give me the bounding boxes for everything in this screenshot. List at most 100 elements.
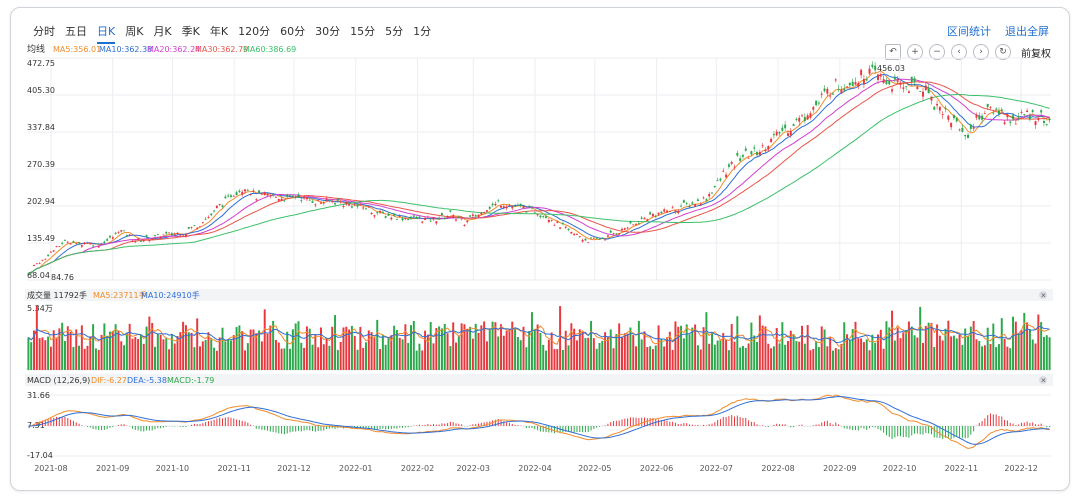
candle-body — [649, 212, 652, 215]
tab-five-day[interactable]: 五日 — [65, 25, 87, 38]
volume-bar — [671, 349, 674, 370]
volume-bar — [784, 344, 787, 370]
kline-chart[interactable]: 均线 MA5:356.01 MA10:362.38 MA20:362.24 MA… — [11, 8, 1069, 490]
tab-60min[interactable]: 60分 — [280, 25, 306, 38]
volume-bar — [159, 334, 162, 370]
candle-body — [592, 237, 595, 239]
tab-quarterly-k[interactable]: 季K — [181, 25, 200, 38]
volume-bar — [291, 329, 294, 370]
candle-body — [69, 243, 72, 245]
close-volume-icon[interactable] — [1039, 291, 1047, 299]
volume-bar — [575, 340, 578, 370]
candle-body — [952, 115, 955, 119]
tab-30min[interactable]: 30分 — [315, 25, 341, 38]
candle-body — [1009, 121, 1012, 123]
candle-body — [581, 239, 584, 242]
reset-icon[interactable]: ↻ — [995, 44, 1011, 60]
volume-bar — [626, 333, 629, 370]
x-tick-label: 2022-11 — [945, 464, 978, 473]
volume-bar — [919, 306, 922, 370]
volume-bar — [559, 306, 562, 370]
volume-bar — [227, 339, 230, 370]
undo-icon[interactable]: ↶ — [885, 44, 901, 60]
candle-body — [933, 106, 936, 110]
candle-body — [609, 230, 612, 233]
candle-body — [801, 115, 804, 117]
candle-body — [328, 199, 331, 201]
candle-body — [249, 194, 252, 196]
volume-bar — [52, 330, 55, 370]
tab-15min[interactable]: 15分 — [350, 25, 376, 38]
candle-body — [314, 204, 317, 206]
volume-bar — [508, 329, 511, 370]
volume-bar — [336, 350, 339, 370]
range-stats-button[interactable]: 区间统计 — [947, 25, 991, 38]
x-tick-label: 2022-03 — [457, 464, 490, 473]
volume-bar — [229, 340, 232, 370]
candle-body — [218, 204, 221, 205]
candle-body — [812, 107, 815, 110]
volume-bar — [387, 338, 390, 370]
volume-bar — [871, 334, 874, 370]
low-price-label: 84.76 — [51, 273, 74, 282]
zoom-out-icon[interactable]: − — [929, 44, 945, 60]
candle-body — [846, 86, 849, 88]
volume-bar — [916, 337, 919, 370]
volume-title: 成交量 11792手 — [27, 290, 87, 300]
candle-body — [466, 221, 469, 223]
volume-bar — [322, 344, 325, 370]
zoom-in-icon[interactable]: + — [907, 44, 923, 60]
tab-1min[interactable]: 1分 — [413, 25, 432, 38]
volume-bar — [817, 347, 820, 370]
candle-body — [514, 205, 517, 207]
volume-bar — [455, 342, 457, 370]
adjust-mode-button[interactable]: 前复权 — [1021, 48, 1051, 60]
macd-title: MACD (12,26,9) — [27, 376, 90, 385]
volume-bar — [829, 336, 832, 370]
volume-bar — [35, 306, 38, 370]
tab-fenshi[interactable]: 分时 — [33, 25, 55, 38]
volume-ma5-line — [28, 322, 1050, 347]
volume-bar — [744, 347, 747, 370]
volume-bar — [983, 345, 986, 370]
candle-body — [744, 148, 747, 151]
volume-bar — [66, 326, 69, 370]
candle-body — [989, 107, 992, 108]
exit-fullscreen-button[interactable]: 退出全屏 — [1005, 25, 1049, 38]
candle-body — [449, 210, 452, 212]
candle-body — [590, 237, 593, 239]
volume-bar — [38, 338, 41, 370]
tab-120min[interactable]: 120分 — [238, 25, 271, 38]
tab-5min[interactable]: 5分 — [385, 25, 404, 38]
candle-body — [516, 204, 519, 206]
candle-body — [862, 78, 865, 85]
volume-bar — [502, 335, 505, 370]
volume-bar — [151, 323, 154, 370]
volume-bar — [798, 341, 801, 370]
candle-body — [229, 195, 232, 197]
tab-yearly-k[interactable]: 年K — [209, 25, 229, 38]
candle-body — [190, 227, 193, 229]
volume-bar — [522, 326, 525, 370]
prev-icon[interactable]: ‹ — [951, 44, 967, 60]
main-y-axis: 472.75 405.30 337.84 270.39 202.94 135.49 68.0… — [27, 59, 55, 280]
tab-daily-k[interactable]: 日K — [97, 24, 116, 44]
candle-body — [280, 198, 283, 201]
next-icon[interactable]: › — [973, 44, 989, 60]
candle-body — [955, 117, 958, 122]
volume-bar — [516, 337, 519, 370]
candle-body — [263, 192, 266, 195]
tab-monthly-k[interactable]: 月K — [153, 25, 172, 38]
tab-weekly-k[interactable]: 周K — [125, 25, 144, 38]
volume-bar — [196, 318, 199, 370]
candle-body — [722, 170, 725, 172]
volume-bar — [139, 334, 142, 370]
volume-bar — [156, 334, 159, 370]
volume-bar — [604, 332, 607, 370]
candle-body — [317, 200, 320, 202]
volume-bar — [283, 348, 286, 370]
volume-bar — [452, 322, 455, 370]
close-macd-icon[interactable] — [1039, 376, 1047, 384]
volume-bar — [826, 346, 829, 370]
candle-body — [848, 82, 851, 86]
